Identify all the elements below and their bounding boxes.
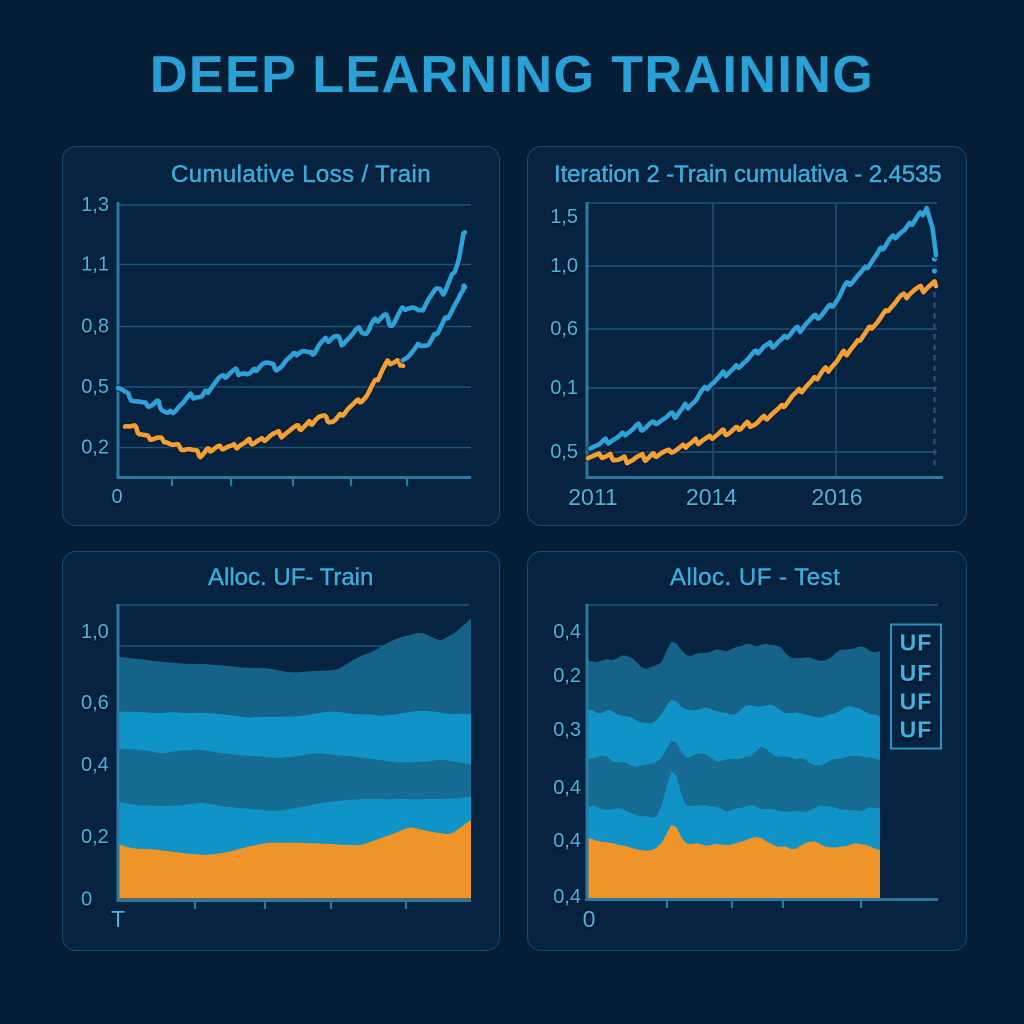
svg-text:2016: 2016 [811, 484, 862, 510]
svg-text:1,3: 1,3 [81, 194, 109, 216]
svg-text:0,4: 0,4 [553, 621, 581, 643]
svg-text:T: T [111, 906, 125, 932]
svg-text:0,4: 0,4 [553, 830, 581, 852]
svg-text:0,6: 0,6 [550, 318, 578, 340]
svg-text:UF: UF [900, 660, 933, 686]
svg-text:UF: UF [900, 717, 933, 743]
svg-text:0,2: 0,2 [553, 665, 581, 687]
svg-text:0,2: 0,2 [81, 826, 109, 848]
svg-text:0,1: 0,1 [550, 377, 578, 399]
svg-text:0,4: 0,4 [553, 886, 581, 908]
svg-text:UF: UF [900, 689, 933, 715]
svg-text:0: 0 [583, 906, 596, 932]
svg-text:1,5: 1,5 [550, 206, 578, 228]
svg-text:0,2: 0,2 [81, 437, 109, 459]
svg-text:0,6: 0,6 [81, 692, 109, 714]
svg-text:0,5: 0,5 [81, 376, 109, 398]
svg-text:0: 0 [111, 486, 122, 508]
svg-text:2014: 2014 [686, 484, 737, 510]
svg-text:0: 0 [81, 889, 92, 911]
svg-text:1,0: 1,0 [81, 621, 109, 643]
svg-text:0,4: 0,4 [81, 754, 109, 776]
svg-text:0,8: 0,8 [81, 316, 109, 338]
svg-text:0,5: 0,5 [550, 441, 578, 463]
svg-text:1,1: 1,1 [81, 254, 109, 276]
svg-text:0,4: 0,4 [553, 777, 581, 799]
svg-text:0,3: 0,3 [553, 719, 581, 741]
svg-text:2011: 2011 [568, 484, 617, 510]
svg-text:UF: UF [900, 630, 933, 656]
svg-text:1,0: 1,0 [550, 255, 578, 277]
